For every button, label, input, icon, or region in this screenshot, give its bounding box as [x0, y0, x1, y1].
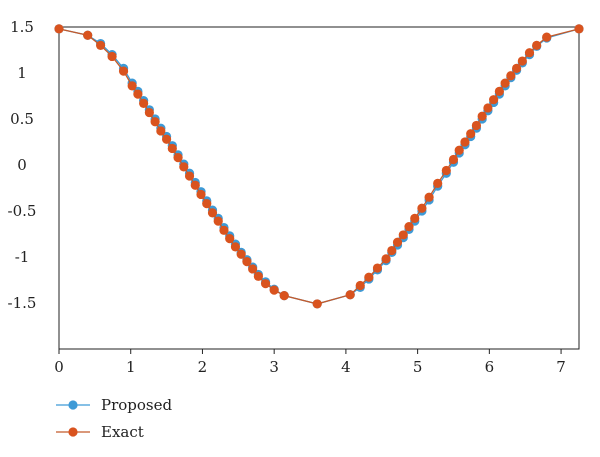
data-point-exact: [441, 165, 451, 176]
data-point-exact: [54, 24, 64, 34]
x-tick-label: 7: [556, 358, 566, 376]
x-tick-label: 3: [269, 358, 279, 376]
data-point-exact: [156, 126, 166, 136]
data-point-exact: [248, 264, 258, 274]
data-point-exact: [345, 290, 355, 300]
data-point-exact: [127, 81, 137, 91]
series-exact: [54, 24, 584, 309]
data-point-exact: [213, 216, 223, 226]
data-point-exact: [161, 134, 172, 144]
data-point-exact: [279, 291, 289, 301]
data-point-exact: [483, 103, 493, 113]
data-point-exact: [167, 143, 177, 154]
data-point-exact: [494, 86, 504, 96]
y-axis: 1.5 1 0.5 0 -0.5 -1 -1.5: [8, 18, 37, 312]
data-point-exact: [372, 263, 383, 273]
data-point-exact: [364, 272, 374, 282]
y-tick-label: -1.5: [8, 294, 37, 312]
legend-item-exact: Exact: [56, 423, 144, 441]
data-point-exact: [574, 24, 584, 34]
x-tick-label: 5: [413, 358, 423, 376]
data-point-exact: [83, 30, 93, 40]
data-point-exact: [236, 249, 246, 259]
data-point-exact: [355, 280, 365, 291]
legend-marker-proposed: [68, 400, 78, 410]
data-point-exact: [139, 98, 149, 108]
data-point-exact: [96, 40, 106, 51]
data-point-exact: [150, 117, 160, 127]
legend-label-exact: Exact: [101, 423, 144, 441]
legend-marker-exact: [68, 427, 78, 437]
series-line-proposed: [58, 28, 580, 305]
data-point-exact: [173, 153, 183, 163]
data-point-exact: [506, 71, 516, 81]
data-point-exact: [454, 145, 464, 155]
data-point-exact: [253, 271, 263, 281]
data-point-exact: [242, 257, 252, 267]
data-point-exact: [517, 56, 527, 66]
data-point-exact: [511, 63, 522, 73]
data-point-exact: [387, 245, 397, 256]
data-point-exact: [260, 279, 271, 289]
data-point-exact: [542, 32, 552, 42]
plot-frame: [58, 26, 580, 350]
data-point-exact: [184, 171, 195, 181]
data-point-exact: [500, 78, 510, 88]
legend: Proposed Exact: [56, 396, 173, 441]
x-tick-label: 6: [485, 358, 495, 376]
data-point-exact: [196, 189, 206, 200]
y-tick-label: 1.5: [10, 18, 34, 36]
data-point-exact: [392, 237, 403, 247]
series-layer: [54, 24, 584, 309]
data-point-exact: [410, 213, 420, 223]
data-point-exact: [207, 208, 218, 218]
data-point-exact: [471, 120, 482, 131]
data-point-exact: [219, 225, 229, 235]
y-tick-label: 0.5: [10, 110, 34, 128]
x-tick-label: 2: [198, 358, 208, 376]
data-point-exact: [133, 89, 143, 99]
data-point-exact: [381, 254, 391, 264]
data-point-exact: [312, 299, 322, 309]
data-point-exact: [489, 95, 499, 105]
data-point-exact: [190, 180, 200, 190]
y-tick-label: 0: [17, 156, 27, 174]
x-tick-label: 0: [54, 358, 64, 376]
y-tick-label: -0.5: [8, 202, 37, 220]
x-tick-label: 1: [126, 358, 136, 376]
data-point-exact: [424, 192, 434, 202]
data-point-exact: [230, 242, 241, 252]
data-point-exact: [417, 203, 427, 213]
data-point-exact: [524, 48, 535, 58]
data-point-exact: [404, 222, 414, 232]
data-point-exact: [118, 66, 129, 76]
x-tick-label: 4: [341, 358, 351, 376]
legend-item-proposed: Proposed: [56, 396, 173, 414]
data-point-exact: [448, 154, 459, 165]
series-line-exact: [58, 28, 580, 305]
data-point-exact: [179, 162, 189, 172]
data-point-exact: [398, 230, 408, 240]
y-tick-label: 1: [17, 64, 27, 82]
data-point-exact: [466, 129, 476, 139]
data-point-exact: [144, 107, 154, 118]
data-point-exact: [433, 178, 443, 188]
legend-label-proposed: Proposed: [101, 396, 173, 414]
x-axis: 0 1 2 3 4 5 6 7: [54, 349, 566, 376]
series-proposed: [54, 24, 584, 309]
data-point-exact: [269, 285, 279, 295]
data-point-exact: [107, 51, 117, 62]
data-point-exact: [225, 234, 235, 244]
y-tick-label: -1: [15, 248, 30, 266]
data-point-exact: [202, 199, 212, 209]
data-point-exact: [477, 111, 487, 121]
data-point-exact: [460, 137, 470, 147]
data-point-exact: [532, 40, 542, 51]
